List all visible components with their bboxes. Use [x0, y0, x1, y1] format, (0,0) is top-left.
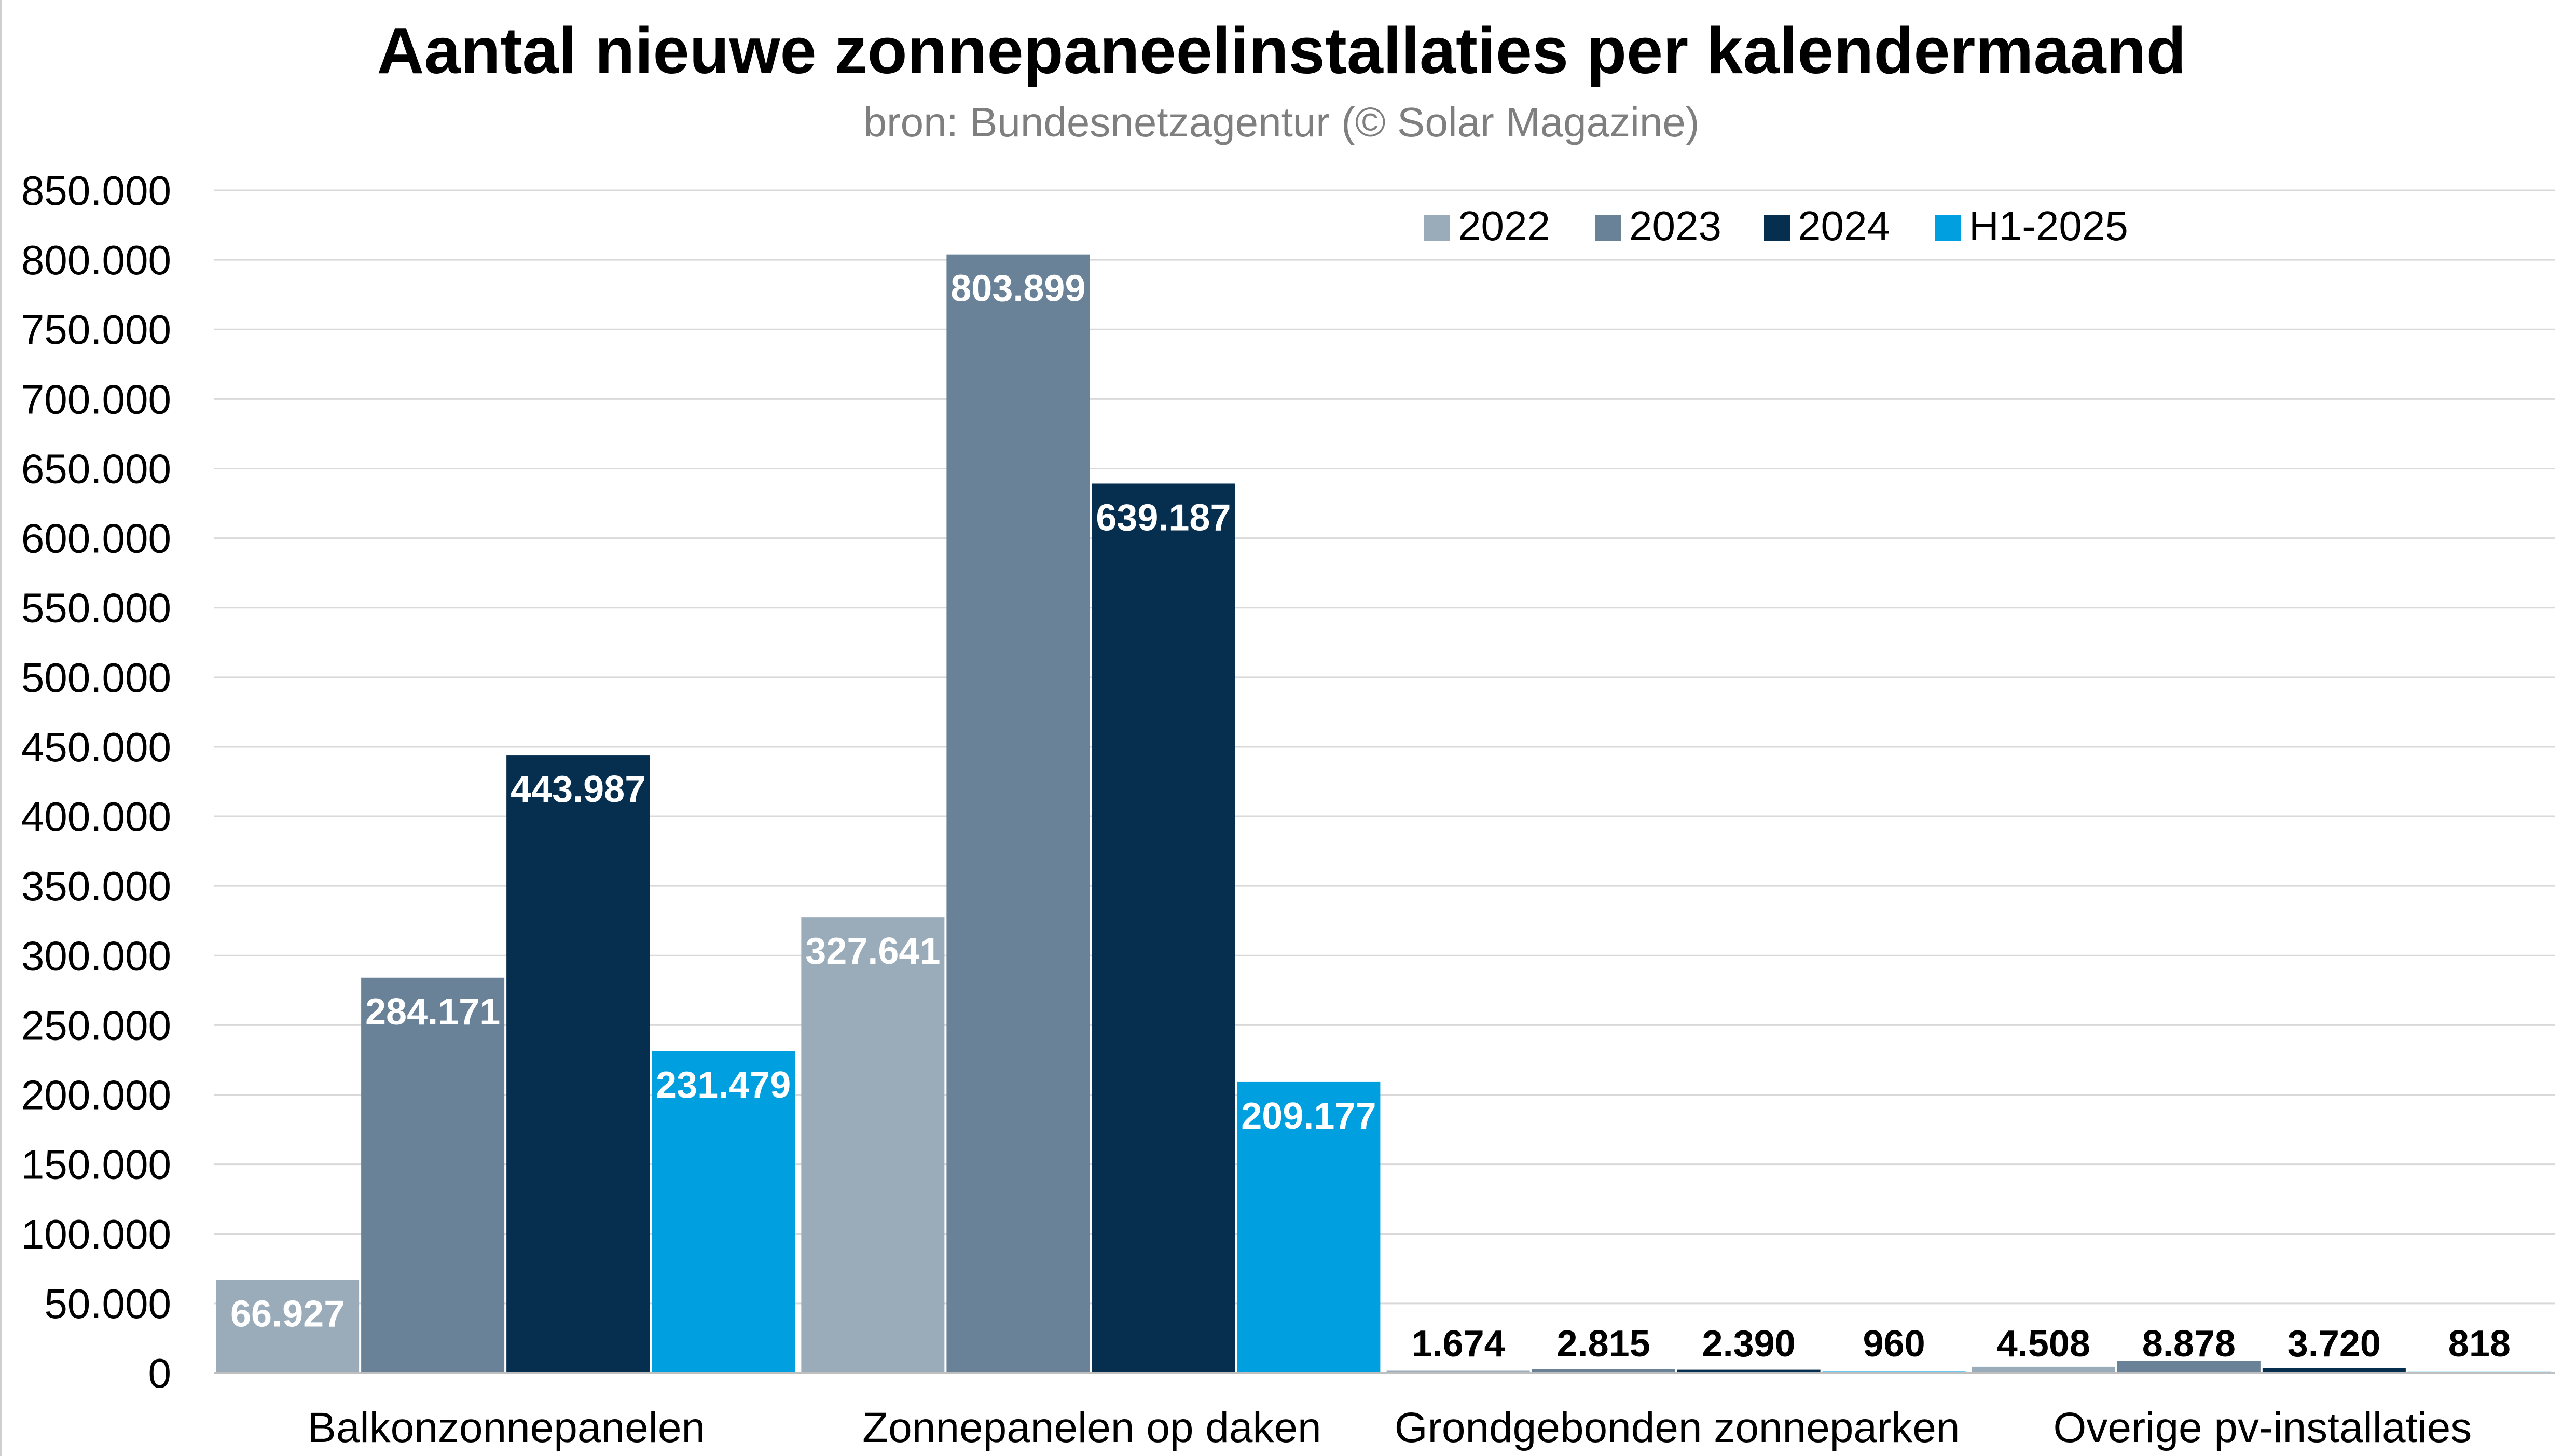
y-tick-label: 350.000 [21, 863, 171, 909]
y-tick-label: 400.000 [21, 794, 171, 840]
y-tick-label: 600.000 [21, 516, 171, 562]
bar [652, 1051, 795, 1373]
x-tick-label: Balkonzonnepanelen [308, 1404, 705, 1451]
data-label: 209.177 [1241, 1096, 1376, 1137]
y-tick-label: 150.000 [21, 1142, 171, 1188]
left-border [0, 0, 2, 1456]
x-tick-label: Grondgebonden zonneparken [1395, 1404, 1960, 1451]
legend-label: H1-2025 [1969, 203, 2128, 249]
y-tick-label: 50.000 [44, 1281, 171, 1327]
data-label: 3.720 [2288, 1323, 2381, 1365]
y-tick-label: 0 [148, 1350, 172, 1396]
data-label: 231.479 [656, 1064, 791, 1106]
y-tick-label: 250.000 [21, 1002, 171, 1048]
data-label: 2.815 [1557, 1323, 1650, 1365]
bar [1677, 1369, 1821, 1373]
data-label: 443.987 [511, 769, 645, 810]
y-tick-label: 850.000 [21, 168, 171, 214]
data-label: 803.899 [950, 268, 1085, 310]
legend-label: 2023 [1629, 203, 1721, 249]
y-tick-label: 750.000 [21, 307, 171, 353]
data-label: 639.187 [1096, 497, 1231, 538]
bar [1532, 1369, 1675, 1373]
legend-swatch [1764, 215, 1790, 241]
x-tick-label: Zonnepanelen op daken [862, 1404, 1321, 1451]
bar [1237, 1081, 1381, 1373]
chart-subtitle: bron: Bundesnetzagentur (© Solar Magazin… [863, 99, 1700, 145]
data-label: 960 [1863, 1323, 1925, 1365]
data-label: 8.878 [2142, 1323, 2236, 1365]
legend-swatch [1595, 215, 1621, 241]
y-tick-label: 450.000 [21, 724, 171, 770]
bar [1386, 1370, 1530, 1373]
data-label: 4.508 [1997, 1323, 2090, 1365]
chart-title: Aantal nieuwe zonnepaneelinstallaties pe… [377, 14, 2186, 87]
legend-swatch [1424, 215, 1450, 241]
legend-swatch [1935, 215, 1961, 241]
data-label: 818 [2448, 1323, 2511, 1365]
x-tick-label: Overige pv-installaties [2054, 1404, 2472, 1451]
data-label: 327.641 [805, 931, 940, 972]
y-tick-label: 500.000 [21, 655, 171, 701]
bar [946, 254, 1090, 1373]
data-label: 284.171 [365, 991, 500, 1033]
y-tick-label: 100.000 [21, 1211, 171, 1257]
data-label: 2.390 [1702, 1323, 1796, 1365]
bar [216, 1280, 360, 1373]
data-label: 66.927 [230, 1293, 345, 1335]
legend-label: 2024 [1798, 203, 1890, 249]
y-tick-label: 550.000 [21, 585, 171, 631]
legend-label: 2022 [1458, 203, 1550, 249]
bar [2117, 1361, 2261, 1373]
y-tick-label: 300.000 [21, 933, 171, 979]
y-tick-label: 650.000 [21, 446, 171, 492]
bar [801, 917, 945, 1373]
y-tick-label: 800.000 [21, 237, 171, 283]
bar [506, 755, 650, 1373]
y-tick-label: 700.000 [21, 376, 171, 422]
data-label: 1.674 [1412, 1323, 1505, 1365]
bar [2262, 1368, 2406, 1373]
bar [1972, 1366, 2115, 1373]
bar [361, 977, 505, 1373]
bar [1092, 483, 1235, 1373]
y-tick-label: 200.000 [21, 1072, 171, 1118]
